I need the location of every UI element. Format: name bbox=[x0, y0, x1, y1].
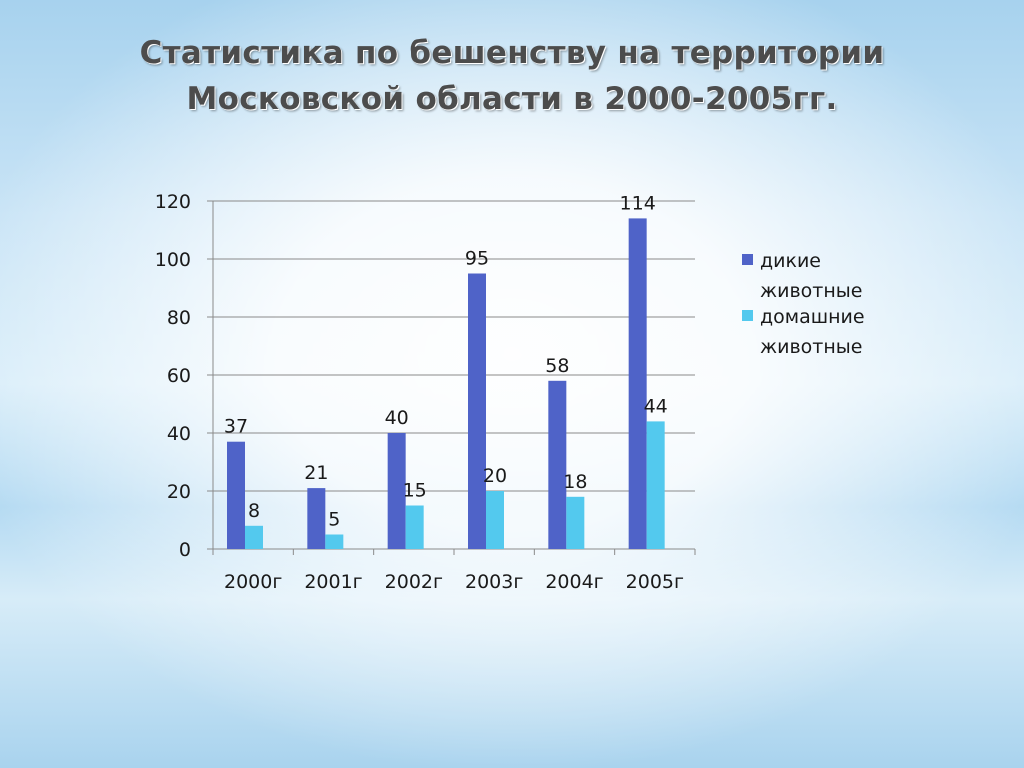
title-line-1: Статистика по бешенству на территории bbox=[139, 35, 885, 71]
data-label: 15 bbox=[403, 480, 427, 502]
data-label: 21 bbox=[304, 462, 328, 484]
gridlines bbox=[213, 200, 695, 492]
bar-wild bbox=[628, 218, 647, 549]
data-label: 37 bbox=[224, 416, 248, 438]
bar-wild bbox=[548, 380, 567, 549]
legend-label: дикие животные bbox=[760, 250, 862, 302]
legend-swatch bbox=[742, 254, 753, 265]
data-label: 95 bbox=[465, 248, 489, 270]
bar-wild bbox=[227, 441, 245, 549]
x-tick-label: 2005г bbox=[626, 571, 684, 593]
y-tick-label: 40 bbox=[167, 423, 191, 445]
data-label: 20 bbox=[483, 465, 507, 487]
y-tick-label: 20 bbox=[167, 481, 191, 503]
data-labels: 37 21 40 95 58 114 8 5 15 20 18 44 bbox=[224, 192, 668, 530]
bar-domestic bbox=[245, 525, 263, 549]
legend-label: домашние животные bbox=[760, 306, 865, 358]
bars bbox=[227, 218, 665, 549]
data-label: 5 bbox=[328, 509, 340, 531]
x-tick-label: 2002г bbox=[385, 571, 443, 593]
slide-title: Статистика по бешенству на территории Мо… bbox=[112, 30, 912, 122]
data-label: 8 bbox=[248, 500, 260, 522]
y-tick-label: 0 bbox=[179, 539, 191, 561]
x-tick-label: 2004г bbox=[545, 571, 603, 593]
y-tick-label: 100 bbox=[155, 249, 191, 271]
bar-domestic bbox=[566, 496, 585, 549]
y-tick-label: 80 bbox=[167, 307, 191, 329]
y-tick-label: 60 bbox=[167, 365, 191, 387]
axes: 0 20 40 60 80 100 120 2000г 2001г 2002г 2003г 2004г… bbox=[155, 191, 696, 593]
bar-domestic bbox=[646, 421, 665, 549]
bar-domestic bbox=[405, 505, 424, 549]
x-tick-label: 2003г bbox=[465, 571, 523, 593]
data-label: 44 bbox=[644, 395, 668, 417]
bar-wild bbox=[307, 488, 326, 549]
data-label: 40 bbox=[385, 407, 409, 429]
legend-swatch bbox=[742, 310, 753, 321]
bar-domestic bbox=[325, 534, 344, 549]
x-tick-label: 2000г bbox=[224, 571, 282, 593]
data-label: 58 bbox=[545, 355, 569, 377]
bar-wild bbox=[387, 433, 406, 549]
data-label: 114 bbox=[620, 192, 656, 214]
title-line-2: Московской области в 2000-2005гг. bbox=[186, 81, 838, 117]
data-label: 18 bbox=[563, 471, 587, 493]
x-tick-label: 2001г bbox=[304, 571, 362, 593]
bar-domestic bbox=[486, 491, 504, 549]
y-tick-label: 120 bbox=[155, 191, 191, 213]
bar-wild bbox=[468, 273, 486, 549]
